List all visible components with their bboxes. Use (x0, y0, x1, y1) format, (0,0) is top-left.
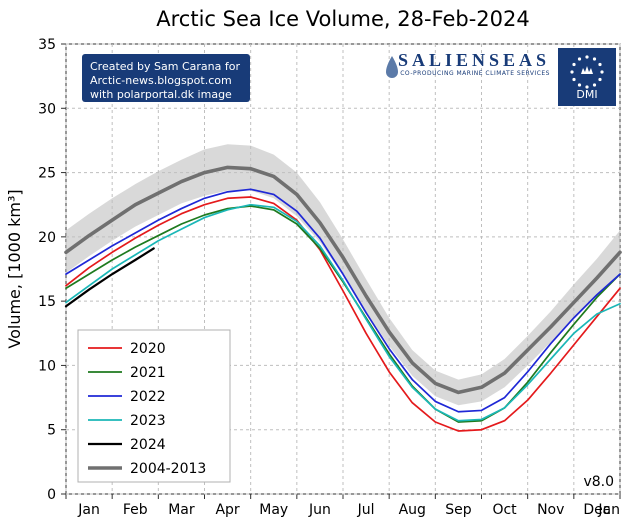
xtick-label: Jun (308, 502, 331, 518)
xtick-label: Jan (77, 502, 100, 518)
dmi-dot (578, 83, 581, 86)
xtick-label: Apr (215, 502, 239, 518)
xtick-label: Oct (492, 502, 517, 518)
dmi-dot (578, 57, 581, 60)
xtick-label: Mar (168, 502, 195, 518)
dmi-dot (570, 70, 573, 73)
attribution-line: Created by Sam Carana for (90, 60, 240, 73)
dmi-dot (593, 83, 596, 86)
legend-label: 2022 (130, 389, 166, 405)
y-axis-label: Volume, [1000 km³] (5, 189, 24, 348)
dmi-dot (600, 70, 603, 73)
legend-label: 2004-2013 (130, 461, 206, 477)
dmi-dot (593, 57, 596, 60)
attribution-line: with polarportal.dk image (90, 88, 232, 101)
dmi-dot (598, 78, 601, 81)
ytick-label: 25 (38, 166, 56, 182)
xtick-label: Jul (357, 502, 375, 518)
legend-label: 2023 (130, 413, 166, 429)
dmi-dot (572, 63, 575, 66)
ytick-label: 0 (47, 487, 56, 503)
ytick-label: 15 (38, 294, 56, 310)
ytick-label: 30 (38, 101, 56, 117)
dmi-dot (572, 78, 575, 81)
xtick-label: Feb (123, 502, 148, 518)
xtick-label: Jan (597, 502, 620, 518)
xtick-label: Aug (399, 502, 426, 518)
ytick-label: 35 (38, 37, 56, 53)
legend-label: 2024 (130, 437, 166, 453)
xtick-label: Nov (537, 502, 564, 518)
legend-label: 2020 (130, 341, 166, 357)
ytick-label: 5 (47, 423, 56, 439)
xtick-label: May (259, 502, 288, 518)
provider-sub: CO-PRODUCING MARINE CLIMATE SERVICES (400, 70, 550, 77)
version-label: v8.0 (583, 474, 614, 490)
attribution-line: Arctic-news.blogspot.com (90, 74, 232, 87)
legend-label: 2021 (130, 365, 166, 381)
ytick-label: 20 (38, 230, 56, 246)
xtick-label: Sep (445, 502, 472, 518)
dmi-label: DMI (576, 88, 597, 101)
sea-ice-volume-chart: JanFebMarAprMayJunJulAugSepOctNovDecJan0… (0, 0, 640, 529)
dmi-dot (598, 63, 601, 66)
chart-title: Arctic Sea Ice Volume, 28-Feb-2024 (156, 7, 529, 31)
provider-name: SALIENSEAS (398, 50, 550, 70)
dmi-dot (585, 55, 588, 58)
ytick-label: 10 (38, 358, 56, 374)
